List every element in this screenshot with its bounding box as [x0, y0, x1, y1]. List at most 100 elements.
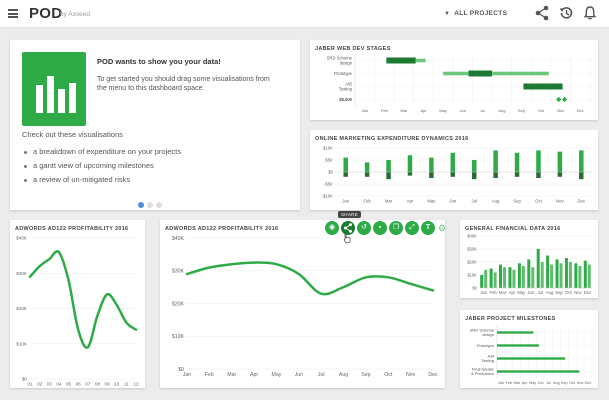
row-label-line: $8,500 [339, 97, 352, 102]
milestones-card[interactable]: JABER PROJECT MILESTONES SRD Scheme desig… [460, 310, 598, 388]
x-tick-label: Aug [546, 290, 554, 295]
x-tick-label: Feb [490, 290, 498, 295]
share-icon[interactable] [341, 221, 355, 235]
bar [568, 262, 572, 288]
y-tick-label: -$5K [324, 182, 333, 187]
bar [429, 157, 434, 172]
x-tick-label: May [529, 381, 536, 385]
x-tick-label: Jul [538, 290, 543, 295]
cursor-icon [343, 232, 351, 244]
x-tick-label: Dec [577, 108, 584, 113]
x-tick-label: Dec [577, 198, 585, 203]
menu-icon[interactable] [8, 9, 18, 18]
project-selector-label: ALL PROJECTS [454, 10, 508, 17]
bar [550, 264, 554, 288]
x-tick-label: Aug [498, 108, 505, 113]
financial-title: GENERAL FINANCIAL DATA 2016 [465, 226, 561, 232]
brand-logo[interactable]: POD [29, 5, 63, 22]
gantt-bar [386, 57, 416, 64]
x-tick-label: Jan [362, 108, 368, 113]
y-tick-label: $40K [172, 236, 185, 242]
pager-dot-2[interactable] [147, 202, 153, 208]
y-tick-label: $0 [178, 367, 184, 373]
x-tick-label: 05 [66, 382, 72, 387]
bar [493, 272, 497, 288]
bar [489, 268, 493, 288]
pod-logo [22, 52, 86, 126]
adwords-big-card[interactable]: ADWORDS AD122 PROFITABILITY 2016 $40K $30… [160, 220, 445, 388]
x-tick-label: May [517, 290, 526, 295]
adwords-small-card[interactable]: ADWORDS AD122 PROFITABILITY 2016 $40K $30… [10, 220, 145, 388]
series-line [185, 261, 435, 296]
financial-card[interactable]: GENERAL FINANCIAL DATA 2016 $40K $30K $20K… [460, 220, 598, 298]
x-tick-label: Jan [498, 381, 504, 385]
bar [557, 172, 563, 177]
bar [508, 267, 512, 288]
x-tick-label: Oct [535, 198, 542, 203]
gantt-bar [468, 70, 493, 77]
y-tick-label: $5K [325, 158, 333, 163]
x-tick-label: Feb [363, 198, 371, 203]
share-icon[interactable] [534, 5, 550, 21]
x-tick-label: 09 [105, 382, 111, 387]
history-icon[interactable] [558, 5, 574, 21]
x-tick-label: Nov [557, 108, 564, 113]
x-tick-label: Oct [538, 108, 545, 113]
bar [557, 151, 563, 172]
y-tick-label: $0 [328, 170, 333, 175]
row-label-line: Final tweaks [472, 367, 494, 372]
pager-dot-1[interactable] [138, 202, 144, 208]
row-label-line: & Production [471, 371, 494, 376]
bar [546, 255, 550, 288]
marketing-card[interactable]: ONLINE MARKETING EXPENDITURE DYNAMICS 20… [310, 130, 598, 210]
x-tick-label: Nov [556, 198, 564, 203]
delete-icon[interactable]: ▪ [373, 221, 387, 235]
project-selector[interactable]: ▼ ALL PROJECTS [444, 10, 507, 17]
copy-icon[interactable]: ❐ [389, 221, 403, 235]
x-tick-label: Jul [480, 108, 485, 113]
bar [503, 267, 507, 288]
bar [364, 162, 370, 172]
gantt-bar [492, 71, 549, 76]
text-icon[interactable]: T [421, 221, 435, 235]
x-tick-label: 03 [47, 382, 53, 387]
pager-dot-3[interactable] [156, 202, 162, 208]
bar [450, 172, 456, 177]
bar [493, 172, 498, 178]
bar [583, 260, 587, 288]
bar [527, 259, 531, 288]
milestones-chart: SRD Scheme design Prototype A/B Testing Final… [470, 326, 593, 385]
y-tick-label: $10K [467, 272, 477, 277]
bar [564, 258, 568, 288]
bell-icon[interactable] [582, 5, 598, 21]
x-tick-label: May [439, 108, 447, 113]
x-tick-label: Jan [480, 290, 487, 295]
undo-icon[interactable]: ↺ [357, 221, 371, 235]
dev-stages-chart: SRD Scheme design Prototype A/B Testing $8,50… [327, 54, 591, 113]
share-tooltip: SHARE [338, 211, 362, 218]
gantt-bar [415, 58, 426, 63]
dev-stages-card[interactable]: JABER WEB DEV STAGES SRD Scheme design Pro… [310, 40, 598, 120]
x-tick-label: Sep [513, 198, 521, 203]
milestone-marker [556, 96, 562, 103]
y-tick-label: $0 [472, 285, 477, 290]
intro-heading: POD wants to show you your data! [97, 57, 221, 66]
gantt-bar [443, 71, 469, 76]
bar [521, 265, 525, 288]
y-tick-label: $20K [16, 306, 28, 311]
list-item: a breakdown of expenditure on your proje… [24, 148, 181, 162]
palette-icon[interactable]: ◉ [325, 221, 339, 235]
x-tick-label: Mar [385, 198, 393, 203]
x-tick-label: Nov [406, 372, 416, 378]
x-tick-label: Jun [537, 381, 543, 385]
bar [512, 269, 516, 288]
intro-list: a breakdown of expenditure on your proje… [24, 148, 181, 190]
bar [407, 155, 413, 172]
x-tick-label: Oct [384, 372, 393, 378]
bar [540, 262, 544, 288]
x-tick-label: 12 [133, 382, 139, 387]
expand-icon[interactable]: ⤢ [405, 221, 419, 235]
settings-icon[interactable]: ⚙ [437, 223, 447, 233]
